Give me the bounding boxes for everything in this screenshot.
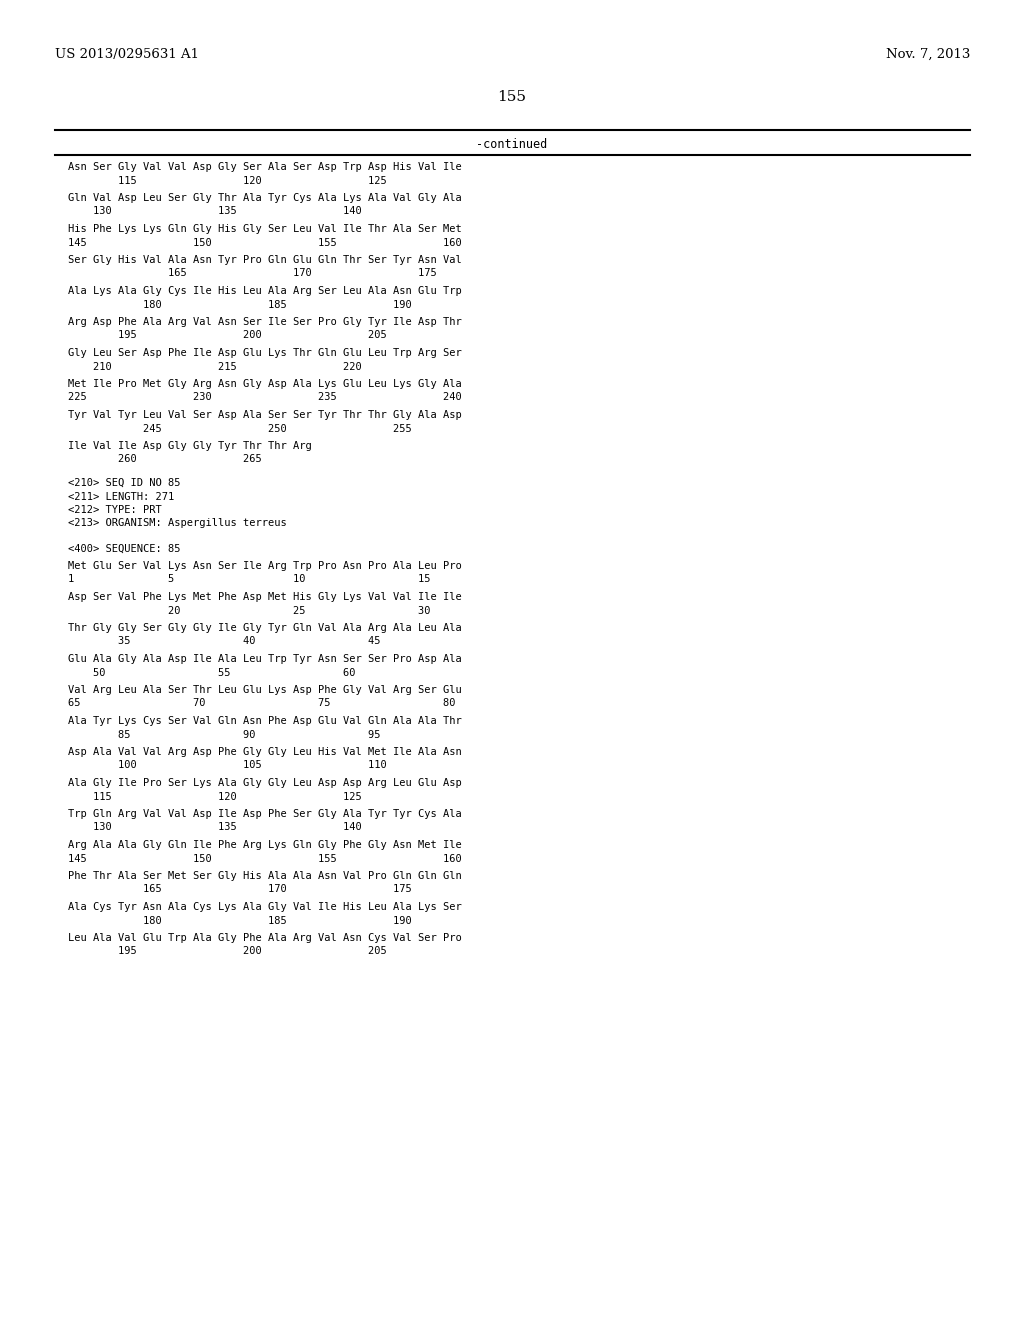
Text: Asp Ser Val Phe Lys Met Phe Asp Met His Gly Lys Val Val Ile Ile: Asp Ser Val Phe Lys Met Phe Asp Met His … <box>68 591 462 602</box>
Text: Gln Val Asp Leu Ser Gly Thr Ala Tyr Cys Ala Lys Ala Val Gly Ala: Gln Val Asp Leu Ser Gly Thr Ala Tyr Cys … <box>68 193 462 203</box>
Text: Asn Ser Gly Val Val Asp Gly Ser Ala Ser Asp Trp Asp His Val Ile: Asn Ser Gly Val Val Asp Gly Ser Ala Ser … <box>68 162 462 172</box>
Text: His Phe Lys Lys Gln Gly His Gly Ser Leu Val Ile Thr Ala Ser Met: His Phe Lys Lys Gln Gly His Gly Ser Leu … <box>68 224 462 234</box>
Text: 260                 265: 260 265 <box>68 454 262 465</box>
Text: 130                 135                 140: 130 135 140 <box>68 822 361 833</box>
Text: Arg Ala Ala Gly Gln Ile Phe Arg Lys Gln Gly Phe Gly Asn Met Ile: Arg Ala Ala Gly Gln Ile Phe Arg Lys Gln … <box>68 840 462 850</box>
Text: 195                 200                 205: 195 200 205 <box>68 946 387 957</box>
Text: 225                 230                 235                 240: 225 230 235 240 <box>68 392 462 403</box>
Text: 50                  55                  60: 50 55 60 <box>68 668 355 677</box>
Text: 155: 155 <box>498 90 526 104</box>
Text: 245                 250                 255: 245 250 255 <box>68 424 412 433</box>
Text: 145                 150                 155                 160: 145 150 155 160 <box>68 238 462 248</box>
Text: Val Arg Leu Ala Ser Thr Leu Glu Lys Asp Phe Gly Val Arg Ser Glu: Val Arg Leu Ala Ser Thr Leu Glu Lys Asp … <box>68 685 462 696</box>
Text: 85                  90                  95: 85 90 95 <box>68 730 381 739</box>
Text: Ala Lys Ala Gly Cys Ile His Leu Ala Arg Ser Leu Ala Asn Glu Trp: Ala Lys Ala Gly Cys Ile His Leu Ala Arg … <box>68 286 462 296</box>
Text: <213> ORGANISM: Aspergillus terreus: <213> ORGANISM: Aspergillus terreus <box>68 519 287 528</box>
Text: 165                 170                 175: 165 170 175 <box>68 268 437 279</box>
Text: -continued: -continued <box>476 139 548 150</box>
Text: Met Ile Pro Met Gly Arg Asn Gly Asp Ala Lys Glu Leu Lys Gly Ala: Met Ile Pro Met Gly Arg Asn Gly Asp Ala … <box>68 379 462 389</box>
Text: Trp Gln Arg Val Val Asp Ile Asp Phe Ser Gly Ala Tyr Tyr Cys Ala: Trp Gln Arg Val Val Asp Ile Asp Phe Ser … <box>68 809 462 818</box>
Text: Ala Cys Tyr Asn Ala Cys Lys Ala Gly Val Ile His Leu Ala Lys Ser: Ala Cys Tyr Asn Ala Cys Lys Ala Gly Val … <box>68 902 462 912</box>
Text: Ala Tyr Lys Cys Ser Val Gln Asn Phe Asp Glu Val Gln Ala Ala Thr: Ala Tyr Lys Cys Ser Val Gln Asn Phe Asp … <box>68 715 462 726</box>
Text: 180                 185                 190: 180 185 190 <box>68 300 412 309</box>
Text: Met Glu Ser Val Lys Asn Ser Ile Arg Trp Pro Asn Pro Ala Leu Pro: Met Glu Ser Val Lys Asn Ser Ile Arg Trp … <box>68 561 462 572</box>
Text: 100                 105                 110: 100 105 110 <box>68 760 387 771</box>
Text: Gly Leu Ser Asp Phe Ile Asp Glu Lys Thr Gln Glu Leu Trp Arg Ser: Gly Leu Ser Asp Phe Ile Asp Glu Lys Thr … <box>68 348 462 358</box>
Text: 35                  40                  45: 35 40 45 <box>68 636 381 647</box>
Text: Leu Ala Val Glu Trp Ala Gly Phe Ala Arg Val Asn Cys Val Ser Pro: Leu Ala Val Glu Trp Ala Gly Phe Ala Arg … <box>68 933 462 942</box>
Text: Arg Asp Phe Ala Arg Val Asn Ser Ile Ser Pro Gly Tyr Ile Asp Thr: Arg Asp Phe Ala Arg Val Asn Ser Ile Ser … <box>68 317 462 327</box>
Text: <212> TYPE: PRT: <212> TYPE: PRT <box>68 506 162 515</box>
Text: 115                 120                 125: 115 120 125 <box>68 176 387 186</box>
Text: <211> LENGTH: 271: <211> LENGTH: 271 <box>68 491 174 502</box>
Text: Ser Gly His Val Ala Asn Tyr Pro Gln Glu Gln Thr Ser Tyr Asn Val: Ser Gly His Val Ala Asn Tyr Pro Gln Glu … <box>68 255 462 265</box>
Text: 65                  70                  75                  80: 65 70 75 80 <box>68 698 456 709</box>
Text: Ala Gly Ile Pro Ser Lys Ala Gly Gly Leu Asp Asp Arg Leu Glu Asp: Ala Gly Ile Pro Ser Lys Ala Gly Gly Leu … <box>68 777 462 788</box>
Text: <210> SEQ ID NO 85: <210> SEQ ID NO 85 <box>68 478 180 488</box>
Text: 180                 185                 190: 180 185 190 <box>68 916 412 925</box>
Text: 195                 200                 205: 195 200 205 <box>68 330 387 341</box>
Text: Nov. 7, 2013: Nov. 7, 2013 <box>886 48 970 61</box>
Text: 130                 135                 140: 130 135 140 <box>68 206 361 216</box>
Text: 1               5                   10                  15: 1 5 10 15 <box>68 574 430 585</box>
Text: 115                 120                 125: 115 120 125 <box>68 792 361 801</box>
Text: <400> SEQUENCE: 85: <400> SEQUENCE: 85 <box>68 544 180 553</box>
Text: 145                 150                 155                 160: 145 150 155 160 <box>68 854 462 863</box>
Text: 165                 170                 175: 165 170 175 <box>68 884 412 895</box>
Text: Phe Thr Ala Ser Met Ser Gly His Ala Ala Asn Val Pro Gln Gln Gln: Phe Thr Ala Ser Met Ser Gly His Ala Ala … <box>68 871 462 880</box>
Text: Asp Ala Val Val Arg Asp Phe Gly Gly Leu His Val Met Ile Ala Asn: Asp Ala Val Val Arg Asp Phe Gly Gly Leu … <box>68 747 462 756</box>
Text: Glu Ala Gly Ala Asp Ile Ala Leu Trp Tyr Asn Ser Ser Pro Asp Ala: Glu Ala Gly Ala Asp Ile Ala Leu Trp Tyr … <box>68 653 462 664</box>
Text: Ile Val Ile Asp Gly Gly Tyr Thr Thr Arg: Ile Val Ile Asp Gly Gly Tyr Thr Thr Arg <box>68 441 311 451</box>
Text: Thr Gly Gly Ser Gly Gly Ile Gly Tyr Gln Val Ala Arg Ala Leu Ala: Thr Gly Gly Ser Gly Gly Ile Gly Tyr Gln … <box>68 623 462 634</box>
Text: US 2013/0295631 A1: US 2013/0295631 A1 <box>55 48 199 61</box>
Text: 210                 215                 220: 210 215 220 <box>68 362 361 371</box>
Text: Tyr Val Tyr Leu Val Ser Asp Ala Ser Ser Tyr Thr Thr Gly Ala Asp: Tyr Val Tyr Leu Val Ser Asp Ala Ser Ser … <box>68 411 462 420</box>
Text: 20                  25                  30: 20 25 30 <box>68 606 430 615</box>
